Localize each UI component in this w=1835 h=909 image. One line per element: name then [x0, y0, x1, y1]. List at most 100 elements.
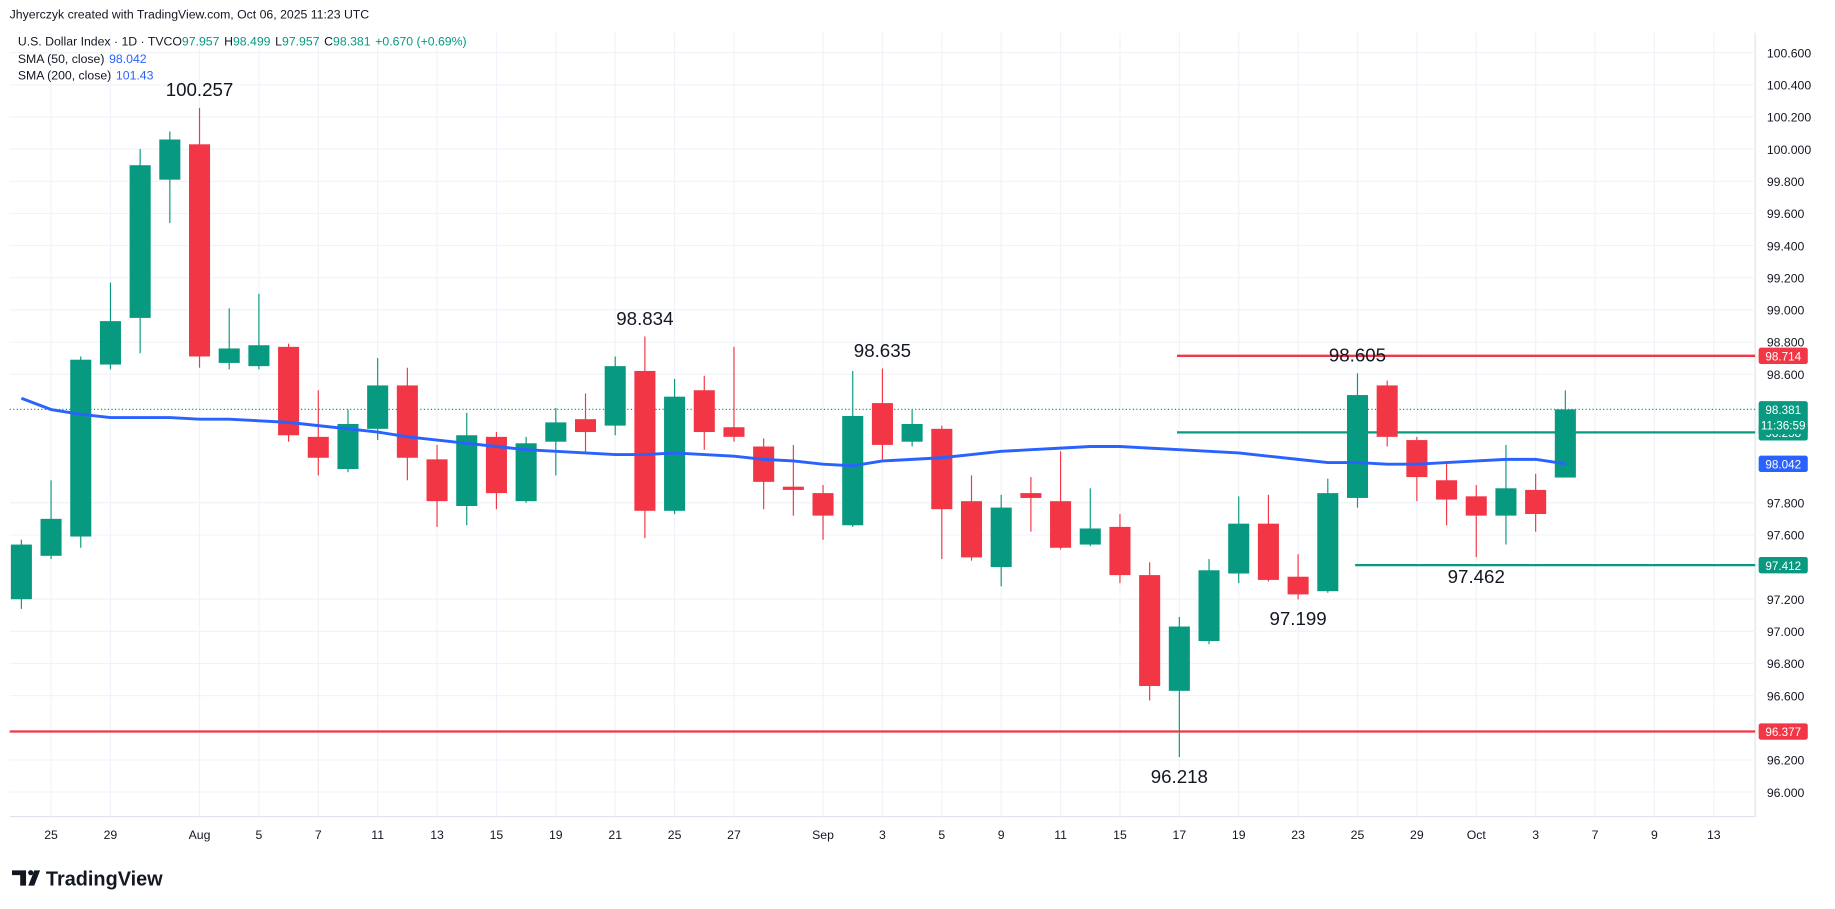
candle-body — [1406, 440, 1428, 478]
y-tick-label: 100.600 — [1767, 46, 1812, 60]
level-tag: 96.377 — [1765, 726, 1801, 739]
candle-body — [842, 415, 864, 526]
y-tick-label: 99.800 — [1767, 175, 1805, 189]
price-annotation: 97.462 — [1448, 566, 1505, 587]
candle-body — [634, 370, 656, 511]
sma-name: SMA (200, close) — [18, 69, 111, 83]
x-tick-label: 9 — [998, 828, 1005, 842]
level-tag-bg — [1758, 347, 1808, 365]
candle-body — [1287, 576, 1309, 595]
y-tick-label: 99.000 — [1767, 304, 1805, 318]
current-price-tag-bg — [1758, 401, 1808, 434]
candle-body — [1168, 626, 1190, 691]
y-tick-label: 100.000 — [1767, 143, 1812, 157]
candle-body — [337, 424, 359, 470]
symbol-title: U.S. Dollar Index · 1D · TVC — [18, 35, 173, 49]
x-tick-label: 25 — [668, 828, 682, 842]
candle-body — [248, 345, 270, 367]
candle-body — [10, 544, 32, 600]
x-tick-label: 19 — [549, 828, 563, 842]
candle-body — [1257, 523, 1279, 580]
y-tick-label: 97.000 — [1767, 625, 1805, 639]
candle-body — [693, 390, 715, 433]
sma-value: 98.042 — [109, 52, 147, 66]
x-tick-label: 29 — [1410, 828, 1424, 842]
x-tick-label: 11 — [1054, 828, 1067, 842]
candle-body — [1079, 528, 1101, 545]
candle-body — [278, 346, 300, 436]
x-tick-label: 23 — [1291, 828, 1305, 842]
candle-body — [871, 403, 893, 445]
candle-body — [1465, 496, 1487, 516]
candle-body — [188, 144, 211, 357]
candle-body — [218, 348, 240, 363]
ohlc-value: 98.381 — [333, 35, 371, 49]
x-tick-label: 25 — [44, 828, 58, 842]
x-tick-label: 21 — [608, 828, 622, 842]
candle-body — [1317, 493, 1339, 592]
x-tick-label: 3 — [1532, 828, 1539, 842]
sma-line — [20, 396, 1566, 468]
ohlc-value: 98.499 — [233, 35, 271, 49]
candle-body — [574, 419, 597, 433]
y-tick-label: 100.200 — [1767, 111, 1812, 125]
candle-body — [931, 428, 953, 510]
candle-body — [753, 446, 775, 482]
x-tick-label: Sep — [812, 828, 834, 842]
candle-body — [1139, 575, 1161, 687]
x-tick-label: 3 — [879, 828, 886, 842]
candle-body — [99, 321, 121, 365]
level-tag-bg — [1758, 556, 1808, 574]
price-annotation: 98.605 — [1329, 345, 1386, 366]
y-tick-label: 99.200 — [1767, 271, 1805, 285]
candle-body — [990, 507, 1012, 568]
candle-body — [1525, 489, 1547, 515]
level-tag-bg — [1758, 723, 1808, 740]
y-tick-label: 99.400 — [1767, 239, 1805, 253]
candle-body — [1554, 409, 1576, 478]
x-tick-label: 15 — [490, 828, 504, 842]
brand: TradingView — [46, 869, 163, 891]
candle-body — [129, 165, 151, 318]
x-tick-label: 13 — [430, 828, 444, 842]
x-tick-label: 17 — [1173, 828, 1187, 842]
ohlc-letter: O — [172, 35, 182, 49]
x-tick-label: Aug — [189, 828, 211, 842]
credit: Jhyerczyk created with TradingView.com, … — [10, 8, 370, 22]
price-annotation: 98.834 — [616, 308, 673, 329]
candle-body — [70, 359, 92, 537]
sma-tag-bg — [1758, 455, 1808, 473]
y-tick-label: 97.600 — [1767, 529, 1805, 543]
y-tick-label: 98.800 — [1767, 336, 1805, 350]
y-tick-label: 98.600 — [1767, 368, 1805, 382]
price-annotation: 100.257 — [166, 79, 234, 100]
y-tick-label: 96.600 — [1767, 689, 1805, 703]
x-tick-label: 19 — [1232, 828, 1246, 842]
candle-body — [723, 427, 745, 437]
x-tick-label: 9 — [1651, 828, 1658, 842]
x-tick-label: 27 — [727, 828, 741, 842]
y-tick-label: 96.800 — [1767, 657, 1805, 671]
sma-value: 101.43 — [116, 69, 154, 83]
x-tick-label: 25 — [1351, 828, 1365, 842]
price-annotation: 98.635 — [854, 340, 911, 361]
candle-body — [1020, 493, 1042, 498]
y-tick-label: 100.400 — [1767, 79, 1812, 93]
x-tick-label: 7 — [1592, 828, 1599, 842]
x-tick-label: 15 — [1113, 828, 1127, 842]
candle-body — [40, 518, 62, 556]
x-tick-label: 29 — [104, 828, 118, 842]
x-tick-label: Oct — [1467, 828, 1487, 842]
legend-header: U.S. Dollar Index · 1D · TVCO97.957 H98.4… — [18, 35, 467, 49]
x-tick-label: 5 — [255, 828, 262, 842]
ohlc-value: 97.957 — [182, 35, 220, 49]
candle-body — [515, 443, 537, 502]
candle-body — [545, 422, 567, 442]
level-tag: 97.412 — [1765, 560, 1801, 573]
candle-body — [1436, 480, 1458, 500]
candle-body — [426, 459, 448, 502]
candle-body — [1495, 488, 1517, 516]
candle-body — [960, 501, 983, 558]
ohlc-value: 97.957 — [282, 35, 320, 49]
